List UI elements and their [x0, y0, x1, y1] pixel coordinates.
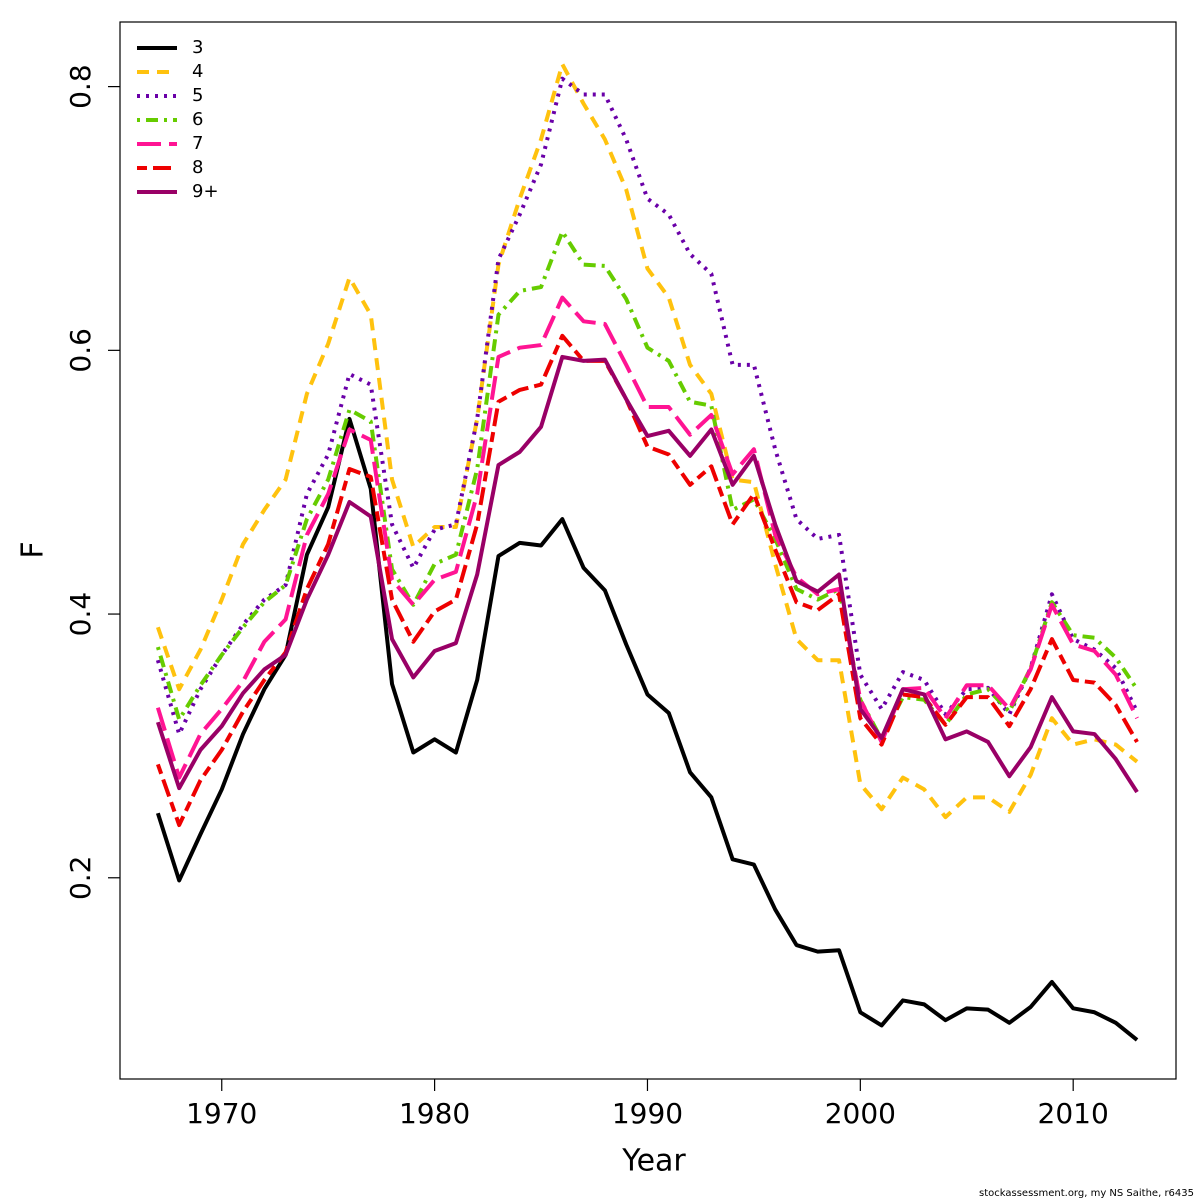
y-tick-label: 0.8 [64, 64, 97, 109]
series-line [155, 295, 1139, 780]
x-tick-label: 1980 [399, 1097, 470, 1130]
legend-label: 8 [192, 157, 203, 178]
series-line [156, 333, 1139, 828]
legend-label: 4 [192, 61, 203, 82]
y-tick-label: 0.4 [64, 592, 97, 637]
legend-label: 7 [192, 133, 203, 154]
plot-frame [119, 21, 1177, 1080]
y-tick-label: 0.2 [64, 856, 97, 901]
footnote: stockassessment.org, my NS Saithe, r6435 [979, 1188, 1194, 1199]
y-tick-label: 0.6 [64, 328, 97, 373]
x-tick-label: 2000 [825, 1097, 896, 1130]
x-tick-label: 1990 [612, 1097, 683, 1130]
x-axis-label: Year [621, 1144, 686, 1179]
y-axis-label: F [16, 541, 51, 558]
legend-label: 6 [192, 109, 203, 130]
series-line [155, 354, 1139, 794]
series-line [155, 416, 1139, 1042]
legend-label: 9+ [192, 181, 219, 202]
legend-label: 5 [192, 85, 203, 106]
series-line [155, 62, 1139, 820]
series-line [155, 76, 1139, 737]
legend-label: 3 [192, 37, 203, 58]
x-tick-label: 1970 [186, 1097, 257, 1130]
series-line [155, 229, 1139, 742]
x-tick-label: 2010 [1038, 1097, 1109, 1130]
